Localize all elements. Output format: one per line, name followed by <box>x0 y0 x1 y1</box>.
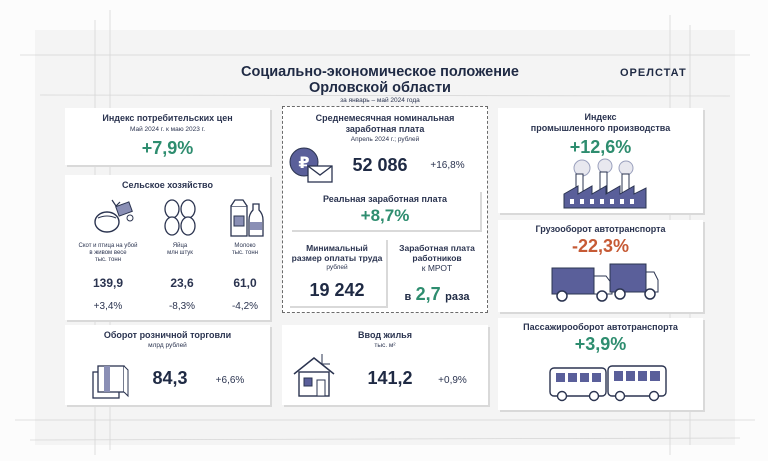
milk-label-1: Молоко <box>234 243 256 249</box>
agriculture-title: Сельское хозяйство <box>122 180 213 190</box>
min-wage-card <box>288 238 386 306</box>
industry-title-2: промышленного производства <box>530 123 671 133</box>
eggs-icon <box>164 199 196 236</box>
eggs-label-2: млн штук <box>167 250 193 256</box>
cpi-subtitle: Май 2024 г. к маю 2023 г. <box>129 126 206 133</box>
housing-title: Ввод жилья <box>358 330 412 340</box>
truck-icon <box>551 263 659 302</box>
cpi-title: Индекс потребительских цен <box>102 113 233 123</box>
freight-title: Грузооборот автотранспорта <box>535 224 666 234</box>
industry-value: +12,6% <box>569 137 632 157</box>
ruble-envelope-icon: ₽ <box>289 147 333 183</box>
wage-value: 52 086 <box>352 155 408 175</box>
title-line2: Орловской области <box>309 80 451 96</box>
livestock-icon <box>94 199 134 233</box>
retail-title: Оборот розничной торговли <box>103 330 232 340</box>
wage-ratio-prefix: в <box>404 291 412 303</box>
retail-value: 84,3 <box>152 368 188 388</box>
min-wage-unit: рублей <box>326 264 348 271</box>
wage-title-1: Среднемесячная номинальная <box>315 113 455 123</box>
eggs-value: 23,6 <box>170 276 194 290</box>
housing-change: +0,9% <box>438 375 467 386</box>
industry-title-1: Индекс <box>584 112 617 122</box>
title-line1: Социально-экономическое положение <box>241 64 519 80</box>
wage-ratio-title-1: Заработная плата <box>399 243 475 253</box>
wage-title-2: заработная плата <box>345 124 425 134</box>
milk-icon <box>230 199 264 237</box>
svg-text:₽: ₽ <box>298 153 309 172</box>
wage-ratio-line: в 2,7 раза <box>392 284 482 305</box>
real-wage-card <box>290 190 480 230</box>
housing-value: 141,2 <box>367 368 413 388</box>
freight-value: -22,3% <box>571 236 630 256</box>
wage-subtitle: Апрель 2024 г.; рублей <box>350 136 420 143</box>
factory-icon <box>563 158 647 209</box>
wage-change: +16,8% <box>430 160 465 171</box>
cpi-card <box>65 108 270 165</box>
livestock-value: 139,9 <box>92 276 124 290</box>
house-icon <box>293 354 335 397</box>
wage-ratio-value: 2,7 <box>415 284 441 304</box>
livestock-change: +3,4% <box>93 301 123 312</box>
eggs-label-1: Яйца <box>172 243 188 249</box>
livestock-label-3: тыс. тонн <box>94 257 122 263</box>
eggs-change: -8,3% <box>168 301 196 312</box>
agriculture-card <box>65 175 270 320</box>
real-wage-title: Реальная заработная плата <box>322 194 448 204</box>
passenger-title: Пассажирооборот автотранспорта <box>523 322 678 332</box>
housing-unit: тыс. м² <box>374 342 396 349</box>
orelstat-logo: ОРЕЛСТАТ <box>620 67 687 79</box>
milk-value: 61,0 <box>233 276 257 290</box>
wage-ratio-suffix: раза <box>445 291 470 303</box>
milk-label-2: тыс. тонн <box>231 250 259 256</box>
min-wage-title-2: размер оплаты труда <box>291 253 383 263</box>
period: за январь – май 2024 года <box>340 97 420 104</box>
passenger-value: +3,9% <box>574 334 627 354</box>
real-wage-value: +8,7% <box>360 206 410 225</box>
retail-change: +6,6% <box>215 375 245 386</box>
retail-unit: млрд рублей <box>148 342 187 349</box>
bus-icon <box>549 365 667 402</box>
wage-ratio-title-3: к МРОТ <box>421 263 453 273</box>
wage-ratio-title-2: работников <box>412 253 462 263</box>
milk-change: -4,2% <box>231 301 259 312</box>
livestock-label-1: Скот и птица на убой <box>78 243 138 249</box>
min-wage-title-1: Минимальный <box>306 243 368 253</box>
cpi-value: +7,9% <box>141 138 194 158</box>
cash-stack-icon <box>92 365 129 399</box>
min-wage-value: 19 242 <box>309 280 365 300</box>
livestock-label-2: в живом весе <box>89 250 127 256</box>
